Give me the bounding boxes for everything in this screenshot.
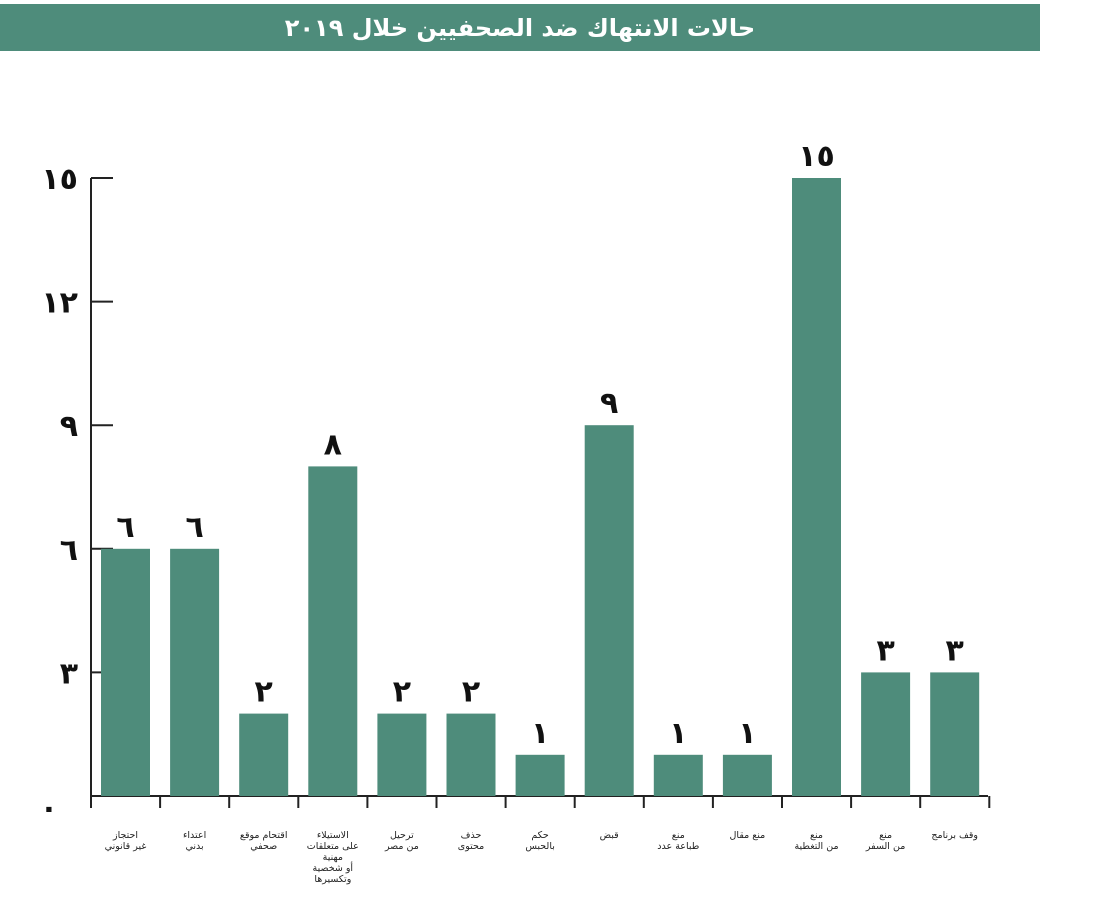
x-tick-label-line: محتوى: [458, 841, 484, 852]
x-tick-label: منع طباعة عدد: [657, 830, 699, 852]
bar-value-label: ٣: [946, 633, 964, 668]
bar-value-label: ٢: [393, 675, 411, 710]
bar: [930, 672, 980, 796]
chart-title-bar: حالات الانتهاك ضد الصحفيين خلال ٢٠١٩: [0, 4, 1040, 51]
y-tick-label: ٩: [60, 409, 78, 444]
x-tick-label-line: منع مقال: [730, 830, 766, 841]
bar-value-label: ٦: [116, 510, 134, 545]
x-tick-label-line: قبض: [600, 830, 619, 841]
bar-value-label: ٨: [324, 427, 342, 462]
bar-value-label: ٢: [255, 675, 273, 710]
y-tick-label: ١٥: [41, 162, 78, 197]
bar: [861, 672, 911, 796]
x-tick-label-line: أو شخصية: [313, 861, 354, 874]
x-tick-label-line: من السفر: [865, 841, 905, 852]
x-tick-label: احتجاز غير قانوني: [105, 830, 147, 852]
bar: [515, 754, 565, 796]
y-tick-label: ٠: [40, 791, 58, 826]
bar: [101, 548, 150, 796]
x-tick-label-line: بالحبس: [525, 841, 555, 852]
bar: [792, 178, 841, 796]
x-tick-label: منع من التغطية: [794, 830, 838, 852]
y-tick-label: ٣: [60, 656, 78, 691]
bar-value-label: ١: [531, 716, 549, 751]
x-tick-label-line: غير قانوني: [105, 841, 147, 852]
x-tick-label-line: على متعلقات: [307, 841, 359, 852]
x-tick-label: قبض: [600, 830, 619, 841]
x-tick-label-line: صحفي: [250, 841, 277, 852]
chart-title: حالات الانتهاك ضد الصحفيين خلال ٢٠١٩: [284, 13, 756, 42]
bar-value-label: ٣: [876, 633, 894, 668]
x-tick-label: حذف محتوى: [458, 830, 484, 852]
x-tick-label: منع من السفر: [865, 830, 905, 852]
x-tick-label-line: اعتداء: [183, 830, 206, 841]
x-tick-label-line: بدني: [185, 841, 203, 852]
x-tick-label: اقتحام موقع صحفي: [240, 830, 288, 852]
x-tick-label-line: من التغطية: [794, 841, 838, 852]
bar-value-label: ٩: [600, 386, 618, 421]
x-tick-label-line: منع: [879, 830, 892, 841]
bar-value-label: ٢: [462, 675, 480, 710]
x-tick-label: ترحيل من مصر: [384, 830, 419, 852]
x-tick-label-line: وقف برنامج: [931, 830, 978, 841]
bar: [722, 754, 772, 796]
x-tick-label-line: منع: [810, 830, 823, 841]
x-tick-label-line: منع: [672, 830, 685, 841]
bar: [239, 713, 289, 796]
x-tick-label: اعتداء بدني: [183, 830, 206, 852]
bar: [308, 466, 358, 796]
bar: [170, 548, 220, 796]
y-tick-label: ٦: [60, 533, 78, 568]
x-tick-label-line: مهنية: [323, 852, 343, 863]
x-tick-label: الاستيلاء على متعلقات مهنية أو شخصية وتكسيره…: [307, 830, 359, 885]
bar-value-label: ١٥: [798, 139, 835, 174]
x-tick-label-line: اقتحام موقع: [240, 830, 288, 841]
x-tick-label: حكم بالحبس: [525, 830, 555, 852]
x-tick-label-line: احتجاز: [112, 830, 138, 841]
x-tick-label: وقف برنامج: [931, 830, 978, 841]
y-tick-label: ١٢: [41, 286, 78, 321]
x-tick-label: منع مقال: [730, 830, 766, 841]
bar: [653, 754, 703, 796]
x-tick-label-line: طباعة عدد: [657, 841, 699, 852]
bar-value-label: ١: [738, 716, 756, 751]
bar: [377, 713, 427, 796]
bar-value-label: ٦: [185, 510, 203, 545]
x-tick-label-line: وتكسيرها: [314, 874, 351, 885]
bar: [446, 713, 496, 796]
x-tick-label-line: ترحيل: [390, 830, 414, 841]
x-tick-label-line: حذف: [461, 830, 482, 841]
x-tick-label-line: حكم: [531, 830, 549, 841]
bar: [584, 425, 634, 796]
x-tick-label-line: من مصر: [384, 841, 419, 852]
x-tick-label-line: الاستيلاء: [317, 830, 349, 841]
bar-value-label: ١: [669, 716, 687, 751]
